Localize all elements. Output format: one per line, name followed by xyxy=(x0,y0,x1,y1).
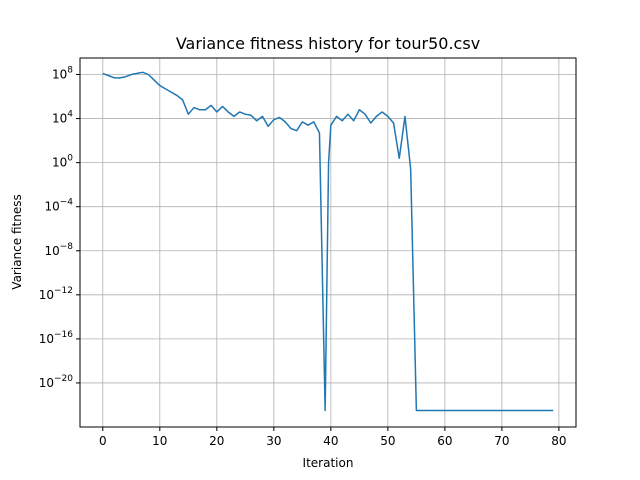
y-tick-label: 108 xyxy=(52,66,73,82)
plot-frame xyxy=(79,57,577,428)
x-tick-label: 10 xyxy=(152,434,167,448)
x-tick-label: 40 xyxy=(323,434,338,448)
x-tick-label: 0 xyxy=(99,434,107,448)
x-tick-label: 30 xyxy=(266,434,281,448)
y-axis: 108 104 100 10−4 10−8 10−12 10−16 10−20 xyxy=(39,66,80,390)
x-tick-label: 20 xyxy=(209,434,224,448)
chart-title: Variance fitness history for tour50.csv xyxy=(176,34,480,53)
x-axis: 0 10 20 30 40 50 60 70 80 xyxy=(99,427,567,448)
y-axis-label: Variance fitness xyxy=(10,194,24,289)
x-tick-label: 70 xyxy=(494,434,509,448)
series-layer xyxy=(102,71,554,412)
y-tick-label: 10−20 xyxy=(39,374,74,390)
x-axis-label: Iteration xyxy=(303,456,354,470)
series-line xyxy=(102,71,554,412)
x-tick-label: 80 xyxy=(551,434,566,448)
y-tick-label: 10−4 xyxy=(44,198,73,214)
x-tick-label: 60 xyxy=(437,434,452,448)
y-tick-label: 100 xyxy=(52,154,73,170)
x-tick-label: 50 xyxy=(380,434,395,448)
y-tick-label: 10−12 xyxy=(39,286,73,302)
y-tick-label: 10−16 xyxy=(39,330,74,346)
y-tick-label: 104 xyxy=(52,110,73,126)
y-tick-label: 10−8 xyxy=(44,242,73,258)
